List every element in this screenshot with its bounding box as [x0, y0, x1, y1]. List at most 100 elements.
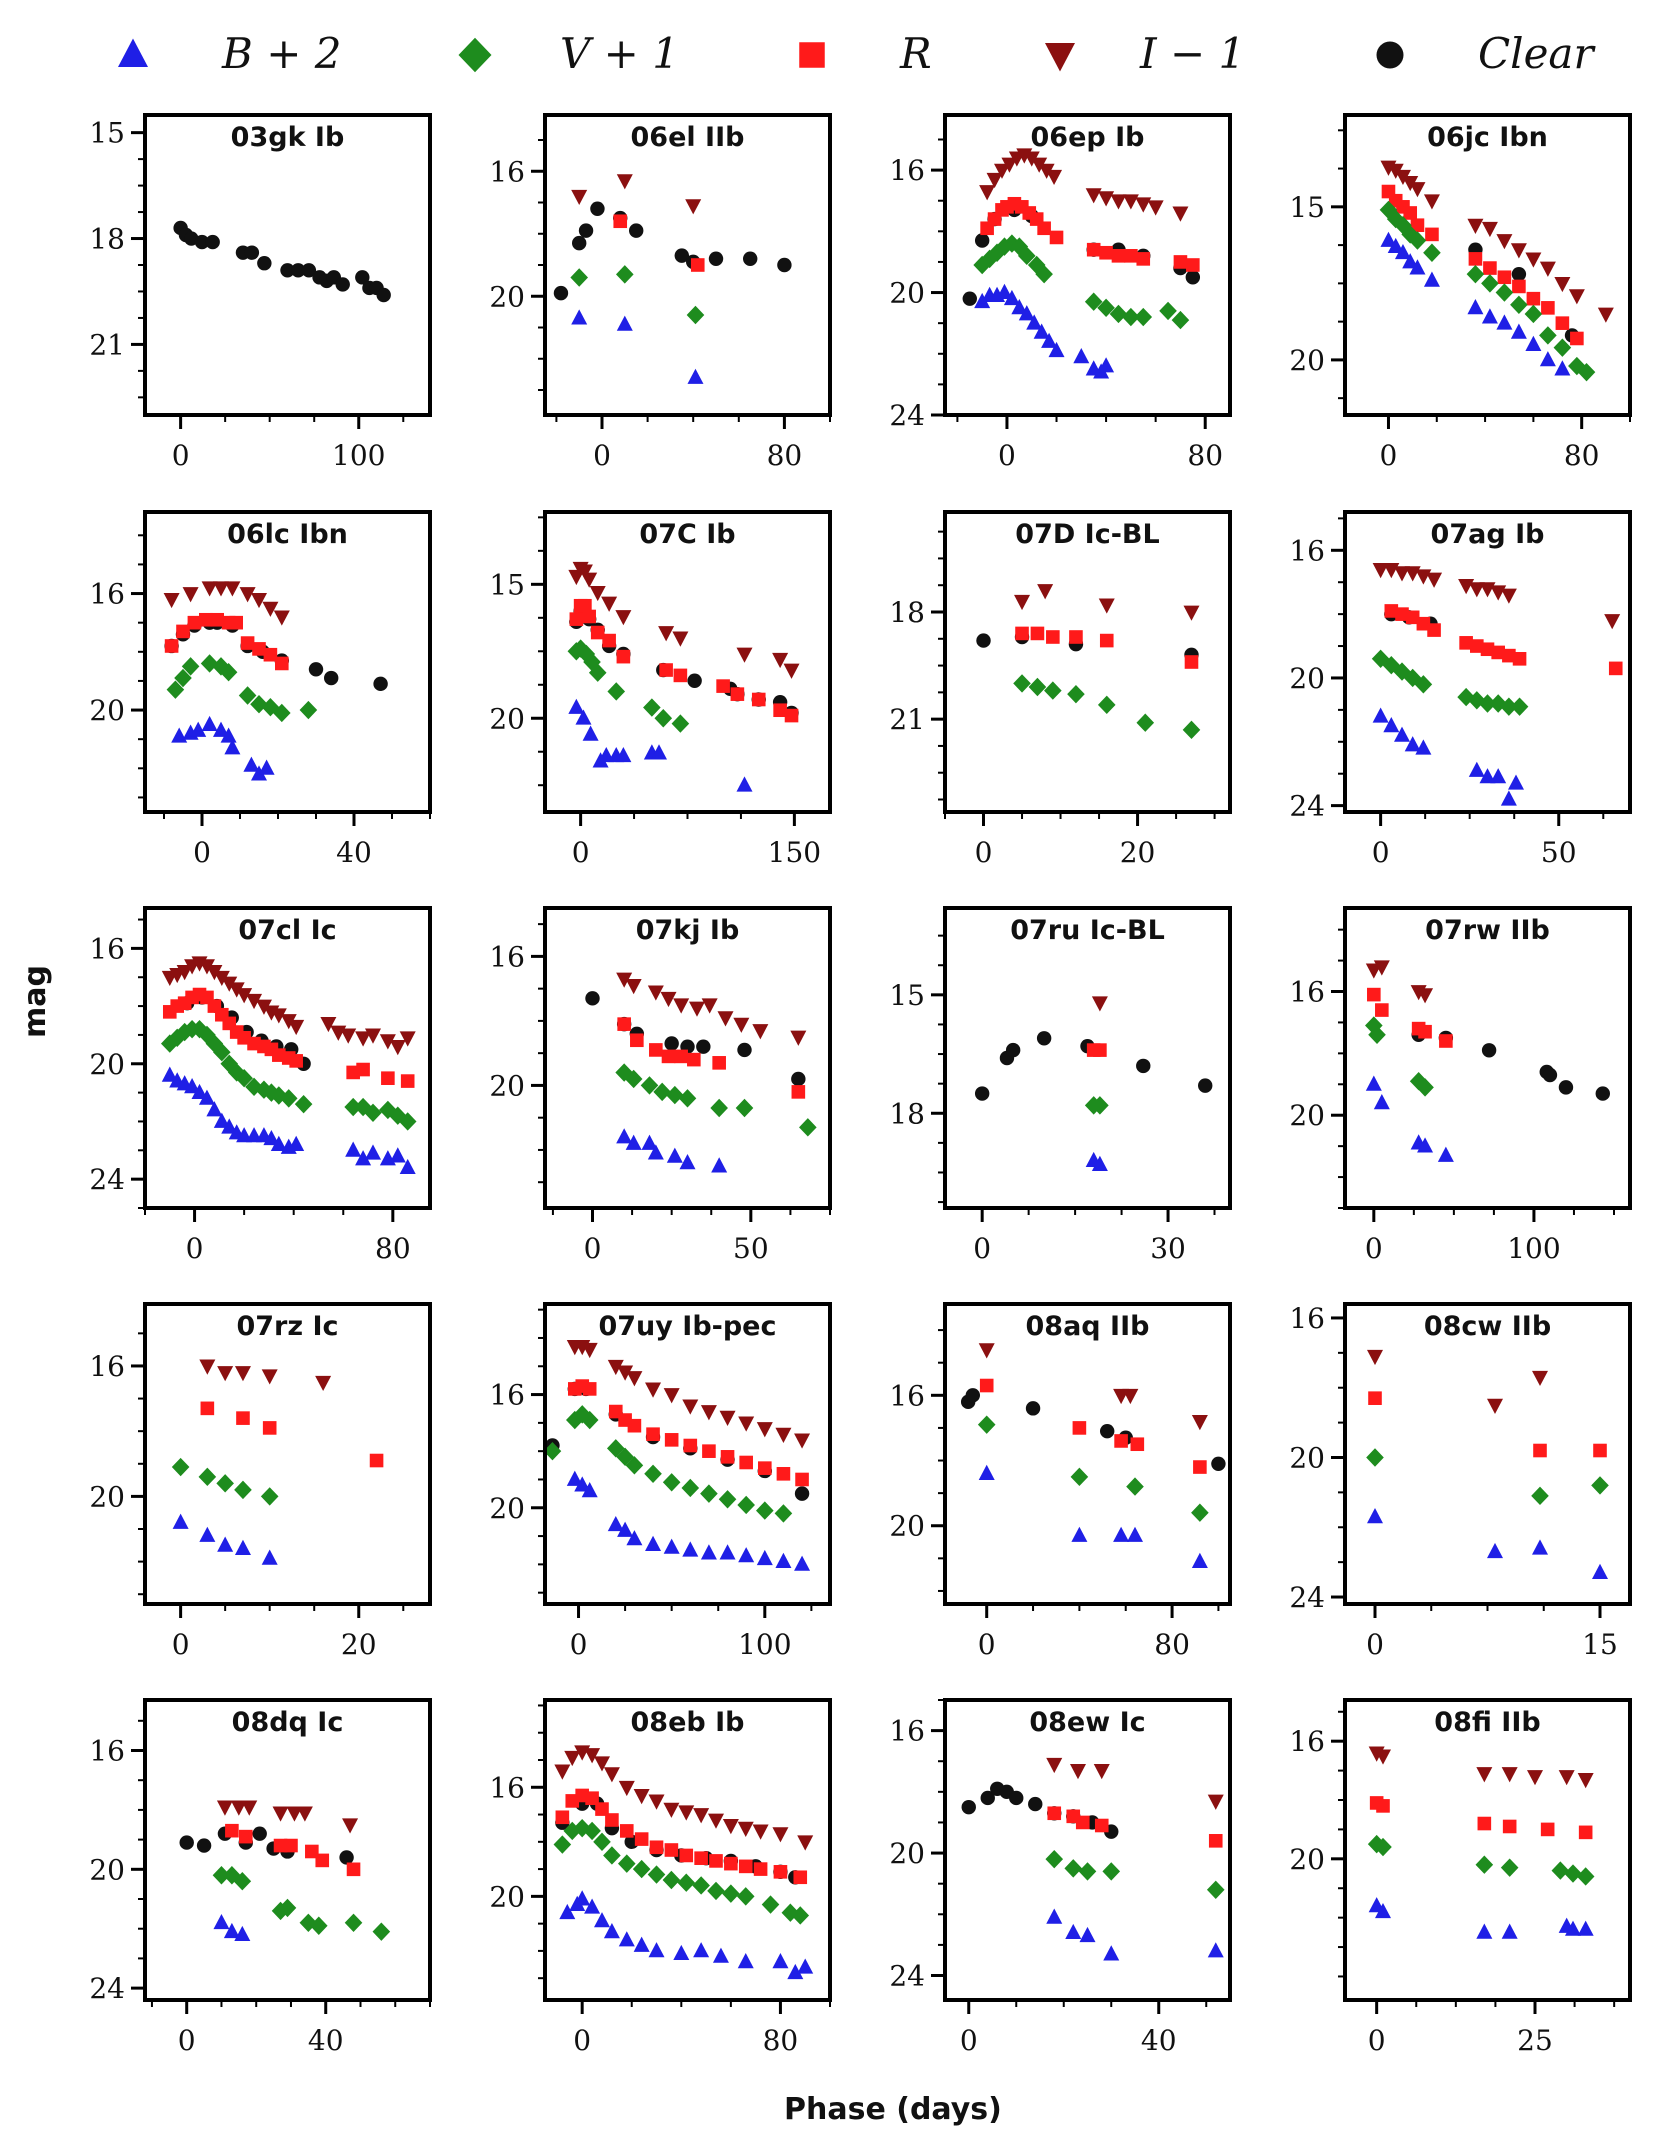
point-B — [700, 1544, 717, 1560]
point-I — [1014, 594, 1031, 611]
point-R — [229, 615, 243, 630]
point-B — [712, 1947, 729, 1963]
point-C — [244, 245, 260, 260]
y-tick-label: 20 — [89, 694, 125, 727]
x-tick-label: 100 — [738, 1628, 791, 1661]
point-V — [710, 1098, 728, 1118]
point-B — [399, 1158, 416, 1175]
point-R — [1186, 258, 1200, 272]
point-B — [1380, 231, 1397, 247]
point-V — [255, 1080, 273, 1099]
point-B — [1018, 305, 1035, 321]
point-R — [1375, 1003, 1389, 1017]
point-R — [1368, 1391, 1382, 1405]
point-V — [1035, 264, 1053, 284]
y-tick-label: 15 — [889, 979, 925, 1012]
point-I — [790, 1030, 807, 1046]
point-V — [1044, 681, 1062, 700]
panel-frame — [143, 906, 432, 1210]
y-tick-label: 21 — [89, 328, 125, 361]
point-I — [978, 1343, 995, 1359]
point-I — [272, 1806, 289, 1822]
panel-07uy: 0 100 16 20 07uy Ib-pec — [489, 1302, 832, 1661]
panel-title: 07kj Ib — [636, 915, 740, 946]
point-R — [773, 1865, 788, 1879]
point-R — [1470, 639, 1484, 653]
panel-title: 07rz Ic — [236, 1311, 338, 1342]
point-V — [372, 1922, 391, 1941]
point-C — [578, 223, 594, 238]
point-I — [1091, 996, 1108, 1012]
point-I — [564, 1750, 581, 1767]
point-V — [671, 714, 690, 733]
point-R — [275, 656, 289, 671]
point-C — [590, 201, 605, 216]
point-C — [1558, 1080, 1574, 1095]
point-I — [1467, 218, 1484, 235]
y-tick-label: 16 — [89, 1734, 125, 1767]
point-V — [294, 1094, 313, 1114]
point-R — [284, 1838, 298, 1853]
point-B — [355, 1150, 372, 1166]
point-I — [736, 647, 753, 663]
point-I — [615, 610, 632, 626]
point-B — [1372, 707, 1389, 723]
point-V — [547, 1441, 562, 1461]
point-R — [1136, 252, 1151, 266]
point-R — [664, 1843, 679, 1857]
point-I — [589, 585, 606, 602]
point-V — [1414, 675, 1433, 694]
point-I — [1001, 157, 1018, 173]
y-tick-label: 20 — [889, 277, 925, 310]
point-C — [373, 676, 388, 692]
point-V — [160, 1034, 179, 1053]
point-V — [615, 1063, 633, 1082]
point-B — [673, 1944, 690, 1961]
point-V — [553, 1835, 572, 1854]
point-I — [221, 976, 238, 992]
point-C — [974, 233, 990, 248]
point-I — [230, 1800, 247, 1816]
point-I — [994, 163, 1010, 179]
point-R — [1555, 316, 1570, 330]
point-I — [1577, 1773, 1594, 1789]
point-R — [649, 1840, 664, 1855]
point-R — [199, 612, 213, 627]
point-R — [617, 1017, 631, 1031]
point-V — [662, 1473, 681, 1492]
point-V — [205, 1034, 224, 1053]
point-R — [1403, 206, 1418, 220]
y-tick-label: 21 — [889, 703, 925, 736]
panel-07kj: 0 50 16 20 07kj Ib — [489, 906, 832, 1265]
point-R — [683, 1438, 698, 1453]
panel-08cw: 0 15 16 20 24 08cw IIb — [1289, 1302, 1632, 1661]
point-R — [1427, 623, 1441, 637]
point-I — [1098, 191, 1115, 207]
point-V — [573, 1818, 591, 1838]
point-V — [756, 1501, 774, 1520]
point-V — [1564, 1864, 1582, 1883]
point-C — [1185, 270, 1201, 285]
point-C — [585, 991, 600, 1006]
point-R — [1086, 242, 1101, 257]
point-V — [278, 1898, 297, 1918]
y-tick-label: 20 — [889, 1510, 925, 1543]
point-R — [1497, 270, 1512, 285]
point-B — [234, 1925, 251, 1942]
point-V — [1134, 307, 1153, 327]
point-B — [251, 765, 267, 781]
point-R — [590, 625, 605, 640]
point-R — [627, 1418, 642, 1433]
point-I — [772, 652, 789, 669]
point-R — [1459, 636, 1473, 650]
point-I — [625, 979, 642, 995]
panel-06ep: 0 80 16 20 24 06ep Ib — [889, 113, 1232, 472]
panel-title: 06jc Ibn — [1427, 122, 1548, 153]
point-R — [1570, 331, 1584, 346]
x-tick-label: 0 — [978, 1628, 996, 1661]
point-R — [739, 1455, 753, 1470]
point-B — [206, 1101, 223, 1117]
point-V — [235, 1068, 253, 1088]
point-V — [1382, 655, 1401, 675]
